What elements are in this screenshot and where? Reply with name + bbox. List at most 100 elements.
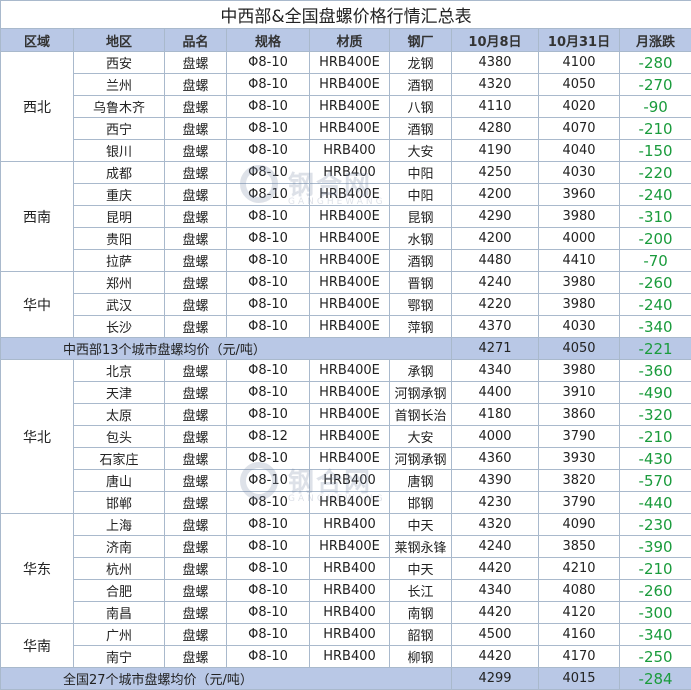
mill-cell: 八钢 — [390, 96, 452, 118]
region-cell: 华东 — [1, 514, 74, 624]
summary-label: 全国27个城市盘螺均价（元/吨） — [1, 668, 452, 690]
monthly-change-cell: -490 — [620, 382, 691, 404]
summary-monthly-change: -221 — [620, 338, 691, 360]
product-cell: 盘螺 — [165, 52, 227, 74]
city-cell: 唐山 — [74, 470, 165, 492]
product-cell: 盘螺 — [165, 448, 227, 470]
city-cell: 郑州 — [74, 272, 165, 294]
material-cell: HRB400E — [310, 96, 390, 118]
material-cell: HRB400 — [310, 514, 390, 536]
product-cell: 盘螺 — [165, 228, 227, 250]
oct8-price-cell: 4220 — [452, 294, 539, 316]
spec-cell: Φ8-10 — [227, 646, 310, 668]
monthly-change-cell: -210 — [620, 118, 691, 140]
title-row: 中西部&全国盘螺价格行情汇总表 — [1, 1, 691, 29]
city-cell: 南昌 — [74, 602, 165, 624]
oct8-price-cell: 4340 — [452, 360, 539, 382]
oct8-price-cell: 4420 — [452, 602, 539, 624]
material-cell: HRB400E — [310, 206, 390, 228]
mill-cell: 昆钢 — [390, 206, 452, 228]
table-title: 中西部&全国盘螺价格行情汇总表 — [1, 1, 691, 29]
material-cell: HRB400E — [310, 492, 390, 514]
spec-cell: Φ8-10 — [227, 382, 310, 404]
oct8-price-cell: 4200 — [452, 184, 539, 206]
mill-cell: 柳钢 — [390, 646, 452, 668]
city-cell: 昆明 — [74, 206, 165, 228]
city-cell: 太原 — [74, 404, 165, 426]
city-cell: 乌鲁木齐 — [74, 96, 165, 118]
oct31-price-cell: 4070 — [539, 118, 620, 140]
city-cell: 杭州 — [74, 558, 165, 580]
city-cell: 广州 — [74, 624, 165, 646]
oct31-price-cell: 4170 — [539, 646, 620, 668]
mill-cell: 莱钢永锋 — [390, 536, 452, 558]
mill-cell: 唐钢 — [390, 470, 452, 492]
material-cell: HRB400 — [310, 624, 390, 646]
material-cell: HRB400 — [310, 580, 390, 602]
monthly-change-cell: -220 — [620, 162, 691, 184]
oct31-price-cell: 4100 — [539, 52, 620, 74]
material-cell: HRB400 — [310, 558, 390, 580]
oct31-price-cell: 4120 — [539, 602, 620, 624]
mill-cell: 南钢 — [390, 602, 452, 624]
mill-cell: 鄂钢 — [390, 294, 452, 316]
header-row: 区域 地区 品名 规格 材质 钢厂 10月8日 10月31日 月涨跌 — [1, 29, 691, 52]
oct8-price-cell: 4190 — [452, 140, 539, 162]
oct8-price-cell: 4320 — [452, 514, 539, 536]
material-cell: HRB400E — [310, 228, 390, 250]
oct8-price-cell: 4250 — [452, 162, 539, 184]
product-cell: 盘螺 — [165, 426, 227, 448]
oct31-price-cell: 4410 — [539, 250, 620, 272]
oct31-price-cell: 3980 — [539, 206, 620, 228]
oct31-price-cell: 3860 — [539, 404, 620, 426]
material-cell: HRB400 — [310, 646, 390, 668]
product-cell: 盘螺 — [165, 294, 227, 316]
material-cell: HRB400E — [310, 250, 390, 272]
material-cell: HRB400 — [310, 140, 390, 162]
monthly-change-cell: -70 — [620, 250, 691, 272]
spec-cell: Φ8-10 — [227, 294, 310, 316]
monthly-change-cell: -240 — [620, 294, 691, 316]
summary-monthly-change: -284 — [620, 668, 691, 690]
monthly-change-cell: -430 — [620, 448, 691, 470]
summary-oct8-price: 4299 — [452, 668, 539, 690]
spec-cell: Φ8-10 — [227, 228, 310, 250]
oct8-price-cell: 4420 — [452, 646, 539, 668]
mill-cell: 长江 — [390, 580, 452, 602]
city-cell: 北京 — [74, 360, 165, 382]
mill-cell: 龙钢 — [390, 52, 452, 74]
city-cell: 石家庄 — [74, 448, 165, 470]
oct31-price-cell: 3980 — [539, 294, 620, 316]
city-cell: 南宁 — [74, 646, 165, 668]
oct8-price-cell: 4340 — [452, 580, 539, 602]
monthly-change-cell: -280 — [620, 52, 691, 74]
material-cell: HRB400E — [310, 272, 390, 294]
oct31-price-cell: 3980 — [539, 360, 620, 382]
city-cell: 长沙 — [74, 316, 165, 338]
monthly-change-cell: -320 — [620, 404, 691, 426]
spec-cell: Φ8-10 — [227, 272, 310, 294]
spec-cell: Φ8-10 — [227, 206, 310, 228]
oct31-price-cell: 4160 — [539, 624, 620, 646]
product-cell: 盘螺 — [165, 624, 227, 646]
monthly-change-cell: -300 — [620, 602, 691, 624]
material-cell: HRB400E — [310, 118, 390, 140]
oct31-price-cell: 4040 — [539, 140, 620, 162]
product-cell: 盘螺 — [165, 360, 227, 382]
mill-cell: 中阳 — [390, 184, 452, 206]
product-cell: 盘螺 — [165, 74, 227, 96]
